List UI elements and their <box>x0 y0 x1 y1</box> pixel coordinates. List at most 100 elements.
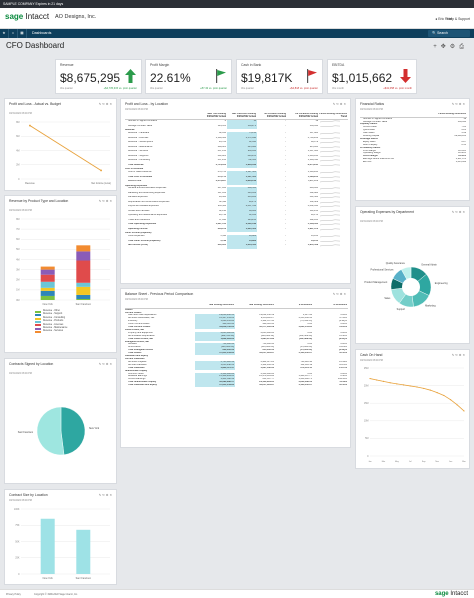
sage-intacct-logo[interactable]: sage Intacct <box>5 12 49 21</box>
nav-tab-dashboards[interactable]: Dashboards <box>32 31 52 35</box>
panel-actions[interactable]: ✎↻⚙✕ <box>332 292 347 296</box>
panel-actions[interactable]: ✎↻⚙✕ <box>451 102 466 106</box>
table-row[interactable]: Profit Margin 22.61% <box>360 150 467 153</box>
table-row[interactable]: Payroll and Related Expenses 965,118 2,067… <box>125 205 348 210</box>
table-row[interactable]: Operating Margin 22.68% <box>360 152 467 155</box>
table-row[interactable]: Accrued Liabilities 1,215,448.31 1,102,845… <box>125 363 348 367</box>
table-row[interactable]: Total Current Assets 34,858,760.04 30,577,… <box>125 326 348 329</box>
table-row[interactable]: Cost of Revenue <box>125 168 348 171</box>
panel-actions[interactable]: ✎↻⚙✕ <box>451 353 466 357</box>
move-icon[interactable]: ✥ <box>440 44 450 50</box>
print-icon[interactable]: ⎙ <box>459 44 468 50</box>
table-row[interactable]: Revenue - Services 437,150 950,450 - 1,387,6… <box>125 150 348 155</box>
table-row[interactable]: Travel and Interaction 57,890 124,210 - 182,… <box>125 218 348 224</box>
table-row[interactable]: Shareholders Equity <box>125 370 348 373</box>
table-row[interactable]: Other Expenses 5,118 10,986 - 16,104 <box>125 235 348 240</box>
table-row[interactable]: Retained Earnings 25,939,299.65 23,978,661… <box>125 375 348 379</box>
table-row[interactable]: Property and Equipment 2,845,000.00 2,845,… <box>125 331 348 335</box>
table-row[interactable]: Total Shareholders Equity 32,390,868.17 29… <box>125 381 348 385</box>
table-row[interactable]: Total Liabilities and Equity 37,351,444.6… <box>125 384 348 388</box>
table-row[interactable]: Earnings before Interest & Tax 1,967,673 <box>360 158 467 161</box>
kpi-cash-in-bank[interactable]: Cash in Bank $19,817K this quarter +$4,8… <box>236 59 323 94</box>
table-row[interactable]: Accounts Payable 3,745,128.16 2,984,317.20… <box>125 360 348 364</box>
table-row[interactable]: Facilities Expenses 96,320 205,188 - 301,508 <box>125 196 348 201</box>
privacy-link[interactable]: Privacy Policy <box>6 593 21 596</box>
legend-item[interactable]: Revenue - Support <box>35 313 67 317</box>
table-row[interactable]: Total Revenue 2,744,652 5,930,643 - 8,675,29… <box>125 163 348 169</box>
table-row[interactable]: Gross Profit 2,273,937 4,803,138 - 7,077,075 <box>125 180 348 185</box>
legend-item[interactable]: Revenue - Consulting <box>35 317 67 320</box>
table-row[interactable]: Working Capital 29,898,184 <box>360 135 467 138</box>
panel-actions[interactable]: ✎↻⚙✕ <box>451 210 466 214</box>
table-row[interactable]: Current Assets <box>125 312 348 315</box>
table-row[interactable]: Marketing and Advertising Expenses 187,45… <box>125 191 348 197</box>
table-row[interactable]: Fixed Assets, Net <box>125 329 348 332</box>
help-link[interactable]: Help & Support <box>447 17 470 21</box>
table-row[interactable]: Common Stock 4,500,000.00 4,500,000.00 0.00… <box>125 372 348 376</box>
panel-actions[interactable]: ✎↻⚙✕ <box>98 493 113 497</box>
table-row[interactable]: Number of Signed Contracts 19 <box>360 118 467 121</box>
table-row[interactable]: Operating Income 646,153 1,321,520 - 1,967,6… <box>125 227 348 233</box>
legend-item[interactable]: Revenue - Licenses <box>35 324 67 327</box>
table-row[interactable]: Cost of Sales Revenue 470,715 1,127,505 - 1,… <box>125 171 348 176</box>
table-row[interactable]: Revenue - Supports 412,905 893,215 - 1,306,1… <box>125 154 348 160</box>
legend-item[interactable]: Revenue - Other <box>35 310 67 313</box>
home-icon[interactable]: ⌂ <box>9 29 18 38</box>
panel-actions[interactable]: ✎↻⚙✕ <box>98 102 113 106</box>
table-row[interactable]: Goodwill 750,000.00 750,000.00 0.00 0.00% <box>125 343 348 347</box>
table-row[interactable]: Liabilities and Equity <box>125 355 348 358</box>
table-row[interactable]: Current Earnings 1,951,568.52 651,567.77 1,… <box>125 378 348 382</box>
table-row[interactable]: Intangible Assets, Net <box>125 341 348 344</box>
company-name[interactable]: AO Designs, Inc. <box>55 14 97 20</box>
panel-actions[interactable]: ✎↻⚙✕ <box>332 102 347 106</box>
table-row[interactable]: Net Income (Loss) 641,035 1,310,534 - 1,951,… <box>125 244 348 249</box>
table-row[interactable]: Cash Ratio 3.99 <box>360 132 467 135</box>
table-row[interactable]: Operating and Maintenance Expenses 28,742… <box>125 214 348 219</box>
table-row[interactable]: Total Cost of Revenue 470,715 1,127,505 - 1,… <box>125 175 348 180</box>
grid-icon[interactable]: ▦ <box>18 29 27 38</box>
legend-item[interactable]: Revenue - Maintenance <box>35 327 67 330</box>
table-row[interactable]: Depreciation and Amortization Expenses 42… <box>125 200 348 206</box>
table-row[interactable]: Profitability Ratios <box>360 147 467 150</box>
kpi-profit-margin[interactable]: Profit Margin 22.61% this quarter +87.43… <box>145 59 232 94</box>
panel-actions[interactable]: ✎↻⚙✕ <box>98 199 113 203</box>
table-row[interactable]: EBITDA 1,015,662 <box>360 161 467 164</box>
table-row[interactable]: General and Administrative Expenses 217,9… <box>125 187 348 192</box>
table-row[interactable]: Accumulated Depreciation (982,315.40) (849… <box>125 334 348 338</box>
table-row[interactable]: Liquidity Ratios <box>360 123 467 126</box>
table-row[interactable]: Revenue - Hardware 32,650 75,150 - 107,800 <box>125 132 348 137</box>
plus-icon[interactable]: + <box>433 44 441 50</box>
table-row[interactable]: Utilities and Facilities 32,190 69,024 - 101… <box>125 209 348 215</box>
table-row[interactable]: Total Intangible Assets 630,000.00 645,000… <box>125 349 348 353</box>
kpi-ebitda[interactable]: EBITDA $1,015,662 this month +$41,058 vs… <box>327 59 417 94</box>
table-row[interactable]: Gross Margin 81.58% <box>360 155 467 158</box>
table-row[interactable]: Revenue - Licenses 1,188,308 2,571,898 - 3,7… <box>125 136 348 142</box>
kpi-revenue[interactable]: Revenue $8,675,295 this quarter +$4,735,… <box>55 59 142 94</box>
table-row[interactable]: Accounts Receivable, Net 13,587,154.61 9,2… <box>125 317 348 321</box>
table-row[interactable]: Revenue - Consulting 357,250 752,345 - 1,109… <box>125 159 348 164</box>
table-row[interactable]: Average Contract Value 144,315 136,271 - 139… <box>125 124 348 130</box>
table-row[interactable]: Revenue <box>125 129 348 132</box>
table-row[interactable]: Current Liabilities <box>125 358 348 361</box>
legend-item[interactable]: Revenue - Products <box>35 320 67 323</box>
table-row[interactable]: Current Ratio 7.03 <box>360 126 467 129</box>
table-row[interactable]: Operating Expenses <box>125 185 348 188</box>
table-row[interactable]: Cash and Cash Equivalents 19,816,950.35 19… <box>125 314 348 318</box>
search-button[interactable]: 🔍 Search <box>428 30 470 37</box>
table-row[interactable]: Inventory 1,026,145.08 1,102,557.43 (76,412… <box>125 320 348 324</box>
panel-actions[interactable]: ✎↻⚙✕ <box>98 362 113 366</box>
table-row[interactable]: Other Current Assets 428,510.00 428,510.00… <box>125 323 348 327</box>
table-row[interactable]: Total Liabilities 4,960,576.47 4,087,162.3… <box>125 366 348 370</box>
table-row[interactable]: Total Assets 37,351,444.64 33,217,391.97 4,… <box>125 352 348 356</box>
table-row[interactable]: Debt to Equity 0.15 <box>360 144 467 147</box>
legend-item[interactable]: Revenue - Services <box>35 330 67 334</box>
table-row[interactable]: Number of Signed Contracts 8 11 - 19 <box>125 120 348 125</box>
table-row[interactable]: Revenue - Subscriptions 26,784 61,695 - 88,4… <box>125 141 348 146</box>
star-icon[interactable]: ★ <box>0 29 9 38</box>
table-row[interactable]: Total Operating Expenses 1,627,784 3,481,6… <box>125 223 348 228</box>
gear-icon[interactable]: ⚙ <box>449 44 460 50</box>
table-row[interactable]: Total Other Income (Expense) 5,118 10,986 -… <box>125 239 348 245</box>
table-row[interactable]: Total Fixed Assets, Net 1,862,684.60 1,995… <box>125 337 348 341</box>
table-row[interactable]: Other Income (Expense) <box>125 232 348 235</box>
table-row[interactable]: Assets <box>125 309 348 312</box>
